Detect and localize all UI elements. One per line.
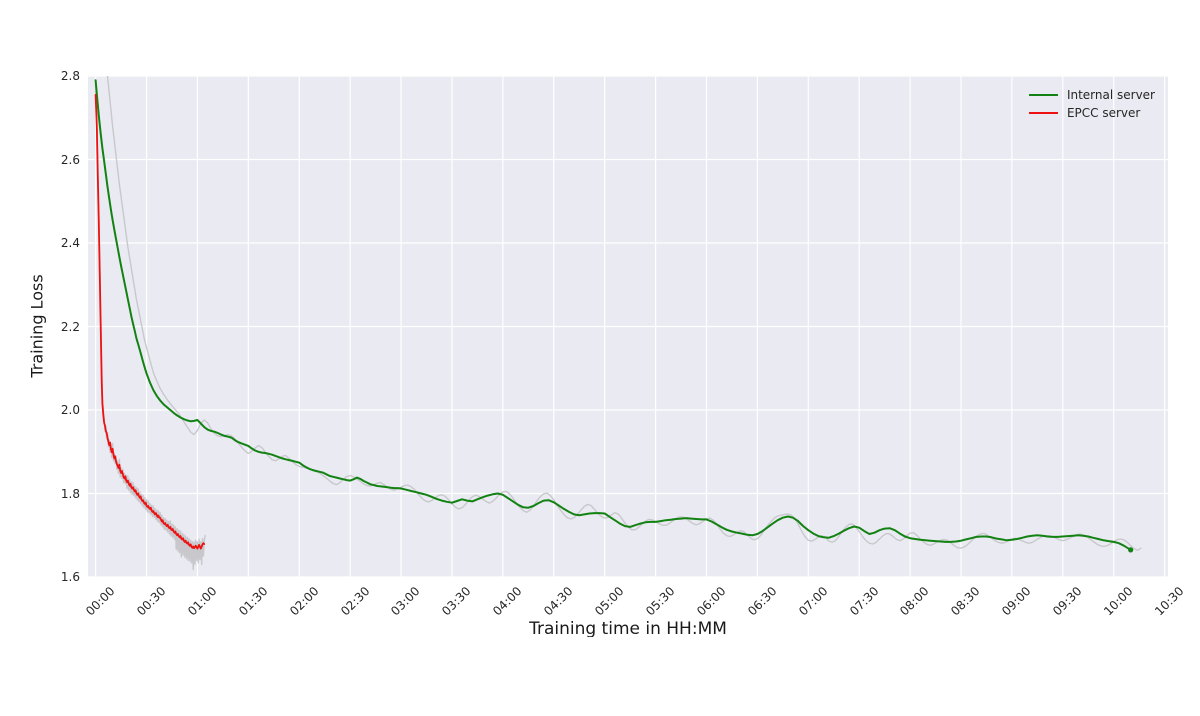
- x-tick-label: 08:30: [948, 584, 983, 619]
- x-tick-label: 02:00: [286, 584, 322, 619]
- plot-canvas: [88, 76, 1168, 577]
- legend-label: Internal server: [1066, 87, 1155, 102]
- x-tick-label: 04:00: [490, 584, 525, 619]
- legend-item: EPCC server: [1028, 105, 1155, 120]
- x-tick-label: 00:30: [134, 584, 169, 619]
- legend-item: Internal server: [1028, 87, 1155, 102]
- series-line-internal-server-raw-: [106, 76, 1142, 551]
- x-tick-label: 10:30: [1152, 584, 1187, 619]
- x-tick-label: 07:30: [846, 584, 882, 619]
- x-tick-label: 08:00: [897, 584, 932, 619]
- legend-line-swatch: [1028, 93, 1058, 96]
- x-tick-label: 03:30: [439, 584, 474, 619]
- x-tick-label: 01:00: [184, 584, 220, 619]
- x-axis-label: Training time in HH:MM: [529, 619, 727, 637]
- x-tick-label: 00:00: [83, 584, 118, 619]
- y-tick-label: 2.8: [60, 69, 80, 83]
- x-tick-label: 04:30: [541, 584, 576, 619]
- y-tick-label: 2.0: [60, 403, 80, 417]
- legend-label: EPCC server: [1066, 105, 1141, 120]
- series-line-epcc-server: [94, 93, 206, 550]
- series-line-internal-server: [94, 79, 1132, 551]
- x-tick-label: 06:30: [744, 584, 780, 619]
- legend: Internal server EPCC server: [1025, 85, 1159, 122]
- x-tick-label: 09:30: [1050, 584, 1085, 619]
- series-end-marker: [1128, 547, 1134, 553]
- x-axis-label-clip: Training time in HH:MM: [88, 618, 1168, 637]
- y-tick-label: 2.2: [60, 319, 80, 334]
- x-tick-label: 09:00: [999, 584, 1034, 619]
- y-tick-label: 1.6: [60, 570, 80, 584]
- x-tick-label: 07:00: [795, 584, 831, 619]
- x-tick-label: 01:30: [235, 584, 271, 619]
- y-tick-label: 1.8: [60, 486, 80, 501]
- y-tick-label: 2.4: [60, 236, 80, 250]
- x-tick-label: 05:00: [592, 584, 627, 619]
- x-tick-label: 06:00: [694, 584, 729, 619]
- legend-line-swatch: [1028, 111, 1058, 114]
- x-tick-label: 02:30: [337, 584, 373, 619]
- x-tick-label: 10:00: [1101, 584, 1136, 619]
- plot-area: Internal server EPCC server: [88, 76, 1168, 577]
- x-tick-label: 03:00: [388, 584, 423, 619]
- y-tick-label: 2.6: [60, 152, 80, 167]
- x-tick-label: 05:30: [643, 584, 678, 619]
